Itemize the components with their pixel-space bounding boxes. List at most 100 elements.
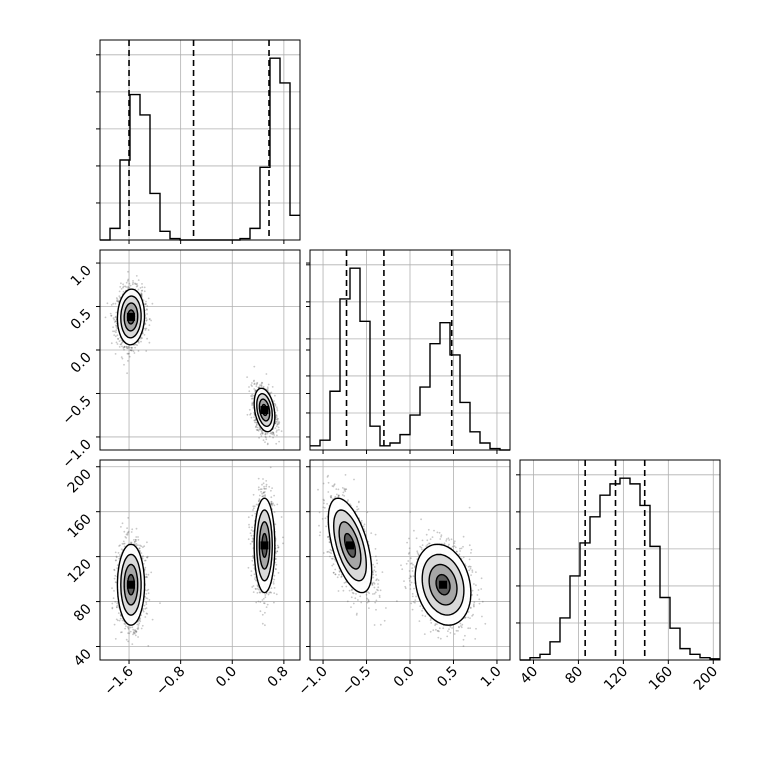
sample-point [141, 628, 143, 630]
sample-point [138, 289, 140, 291]
sample-point [107, 302, 109, 304]
sample-point [257, 427, 259, 429]
sample-point [132, 282, 134, 284]
sample-point [278, 429, 280, 431]
sample-point [121, 346, 123, 348]
sample-point [115, 316, 117, 318]
sample-point [113, 334, 115, 336]
sample-point [114, 331, 116, 333]
sample-point [127, 626, 129, 628]
sample-point [116, 300, 118, 302]
sample-point [264, 594, 266, 596]
sample-point [114, 601, 116, 603]
sample-point [113, 569, 115, 571]
sample-point [115, 552, 117, 554]
marginal-histogram-2 [516, 460, 720, 660]
sample-point [150, 320, 152, 322]
sample-point [149, 324, 151, 326]
sample-point [137, 626, 139, 628]
sample-point [116, 297, 118, 299]
sample-point [275, 427, 277, 429]
sample-point [119, 340, 121, 342]
histogram-step-2 [520, 478, 720, 660]
sample-point [254, 578, 256, 580]
sample-point [122, 358, 124, 360]
sample-point [144, 608, 146, 610]
sample-point [256, 383, 258, 385]
sample-point [128, 346, 130, 348]
sample-point [253, 380, 255, 382]
sample-point [130, 627, 132, 629]
sample-point [119, 554, 121, 556]
sample-point [145, 317, 147, 319]
sample-point [144, 616, 146, 618]
sample-point [276, 419, 278, 421]
sample-point [142, 546, 144, 548]
sample-point [124, 536, 126, 538]
sample-point [112, 303, 114, 305]
sample-point [135, 536, 137, 538]
sample-point [146, 541, 148, 543]
sample-point [145, 602, 147, 604]
sample-point [272, 437, 274, 439]
sample-point [276, 564, 278, 566]
sample-point [263, 486, 265, 488]
sample-point [110, 315, 112, 317]
sample-point [119, 620, 121, 622]
sample-point [262, 496, 264, 498]
sample-point [281, 430, 283, 432]
sample-point [146, 313, 148, 315]
sample-point [148, 298, 150, 300]
sample-point [133, 631, 135, 633]
sample-point [116, 556, 118, 558]
sample-point [116, 567, 118, 569]
sample-point [146, 590, 148, 592]
sample-point [138, 624, 140, 626]
sample-point [276, 429, 278, 431]
sample-point [138, 350, 140, 352]
scatter-panel-2-0 [100, 460, 300, 660]
sample-point [256, 504, 258, 506]
sample-point [248, 524, 250, 526]
sample-point [273, 592, 275, 594]
sample-point [122, 522, 124, 524]
sample-point [146, 309, 148, 311]
sample-point [267, 388, 269, 390]
sample-point [136, 283, 138, 285]
sample-point [268, 384, 270, 386]
sample-point [131, 528, 133, 530]
sample-point [261, 382, 263, 384]
sample-point [253, 383, 255, 385]
sample-point [117, 334, 119, 336]
sample-point [114, 578, 116, 580]
sample-point [148, 329, 150, 331]
sample-point [266, 606, 268, 608]
sample-point [250, 543, 252, 545]
sample-point [135, 631, 137, 633]
sample-point [145, 603, 147, 605]
sample-point [120, 282, 122, 284]
sample-point [272, 432, 274, 434]
sample-point [134, 541, 136, 543]
sample-point [141, 283, 143, 285]
sample-point [115, 638, 117, 640]
sample-point [267, 433, 269, 435]
sample-point [129, 283, 131, 285]
sample-point [276, 431, 278, 433]
sample-point [144, 605, 146, 607]
sample-point [159, 602, 161, 604]
density-peak-1-0-1 [261, 406, 269, 414]
sample-point [144, 567, 146, 569]
sample-point [257, 429, 259, 431]
sample-point [123, 286, 125, 288]
sample-point [134, 633, 136, 635]
sample-point [149, 342, 151, 344]
sample-point [141, 293, 143, 295]
sample-point [278, 441, 280, 443]
sample-point [276, 425, 278, 427]
sample-point [136, 528, 138, 530]
sample-point [127, 632, 129, 634]
sample-point [121, 288, 123, 290]
sample-point [127, 271, 129, 273]
sample-point [276, 406, 278, 408]
